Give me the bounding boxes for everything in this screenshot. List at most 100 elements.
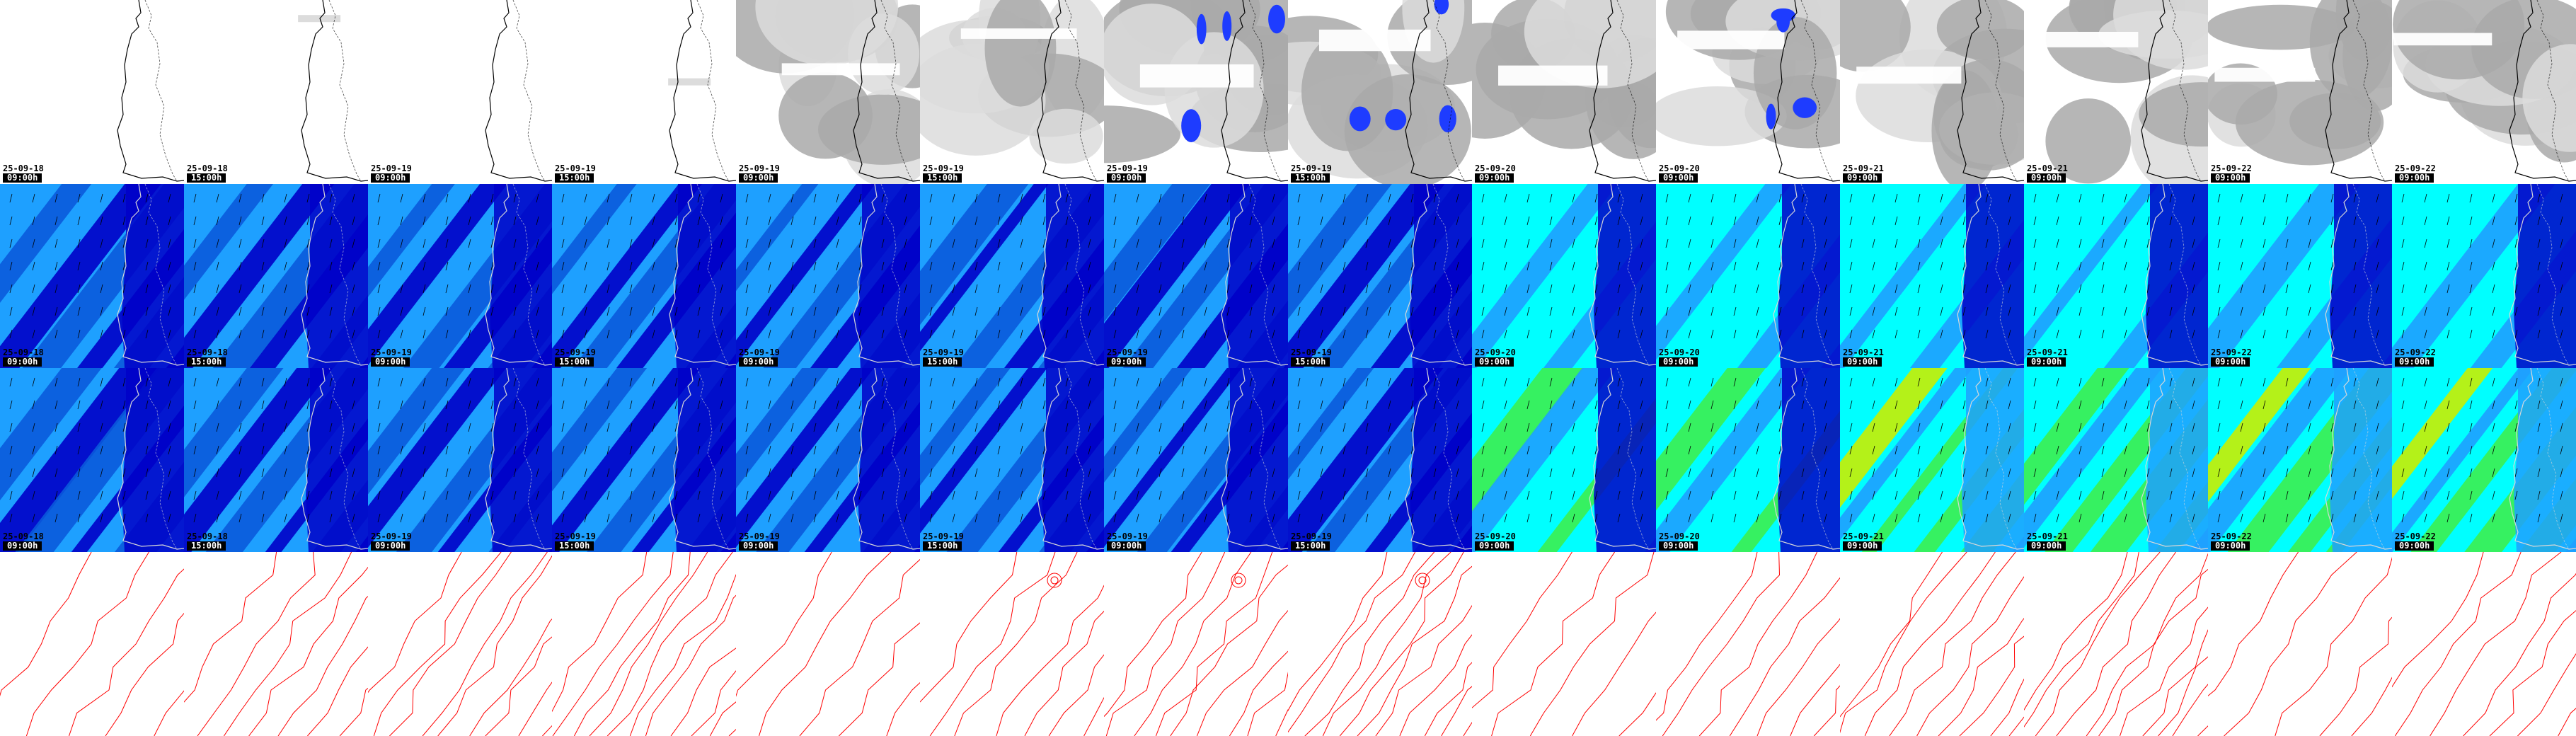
cloud-map-tile: 25-09-19 15:00h [552, 0, 736, 184]
cloud-map [1472, 0, 1656, 184]
forecast-time: 09:00h [1659, 541, 1698, 551]
wind-speed-map-tile: 25-09-19 15:00h [552, 184, 736, 368]
forecast-date: 25-09-20 [1659, 531, 1700, 541]
timestamp-label: 25-09-18 09:00h [3, 164, 44, 183]
forecast-time: 09:00h [3, 541, 42, 551]
forecast-time: 15:00h [1291, 173, 1330, 183]
pressure-map [2208, 552, 2392, 736]
timestamp-label: 25-09-21 09:00h [2027, 348, 2068, 367]
wind-gust-map [2208, 368, 2392, 552]
timestamp-label: 25-09-19 15:00h [555, 164, 596, 183]
wind-speed-map [552, 184, 736, 368]
wind-gust-map [368, 368, 552, 552]
forecast-time: 09:00h [1475, 173, 1514, 183]
timestamp-label: 25-09-21 09:00h [1843, 348, 1884, 367]
forecast-time: 09:00h [739, 173, 778, 183]
forecast-time: 09:00h [739, 541, 778, 551]
wind-gust-map [736, 368, 920, 552]
timestamp-label: 25-09-19 09:00h [371, 532, 412, 551]
wind-gust-map-tile: 25-09-22 09:00h [2392, 368, 2576, 552]
forecast-date: 25-09-19 [371, 163, 412, 173]
forecast-date: 25-09-19 [739, 163, 780, 173]
forecast-date: 25-09-18 [3, 347, 44, 357]
timestamp-label: 25-09-19 09:00h [739, 532, 780, 551]
cloud-map-tile: 25-09-22 09:00h [2392, 0, 2576, 184]
forecast-date: 25-09-21 [2027, 347, 2068, 357]
cloud-map-tile: 25-09-21 09:00h [2024, 0, 2208, 184]
pressure-map [1840, 552, 2024, 736]
wind-speed-map [184, 184, 368, 368]
forecast-date: 25-09-19 [1107, 531, 1148, 541]
forecast-time: 09:00h [2027, 541, 2066, 551]
wind-speed-map [1840, 184, 2024, 368]
wind-gust-map-tile: 25-09-18 09:00h [0, 368, 184, 552]
wind-gust-map [1288, 368, 1472, 552]
forecast-date: 25-09-19 [555, 531, 596, 541]
timestamp-label: 25-09-19 15:00h [555, 348, 596, 367]
forecast-time: 09:00h [1843, 173, 1882, 183]
pressure-map-tile [2392, 552, 2576, 736]
pressure-map [736, 552, 920, 736]
wind-gust-map [1104, 368, 1288, 552]
cloud-map [1104, 0, 1288, 184]
wind-speed-map [1288, 184, 1472, 368]
forecast-date: 25-09-20 [1475, 163, 1516, 173]
timestamp-label: 25-09-22 09:00h [2211, 164, 2252, 183]
wind-speed-map [920, 184, 1104, 368]
forecast-time: 09:00h [371, 357, 410, 367]
cloud-map-tile: 25-09-21 09:00h [1840, 0, 2024, 184]
forecast-time: 15:00h [187, 173, 226, 183]
wind-gust-map [2392, 368, 2576, 552]
wind-gust-map [1656, 368, 1840, 552]
pressure-map-tile [2208, 552, 2392, 736]
pressure-map [0, 552, 184, 736]
cloud-map-tile: 25-09-19 09:00h [1104, 0, 1288, 184]
wind-gust-map-tile: 25-09-20 09:00h [1656, 368, 1840, 552]
timestamp-label: 25-09-19 15:00h [555, 532, 596, 551]
forecast-time: 09:00h [2211, 541, 2250, 551]
timestamp-label: 25-09-21 09:00h [1843, 164, 1884, 183]
forecast-date: 25-09-19 [555, 163, 596, 173]
timestamp-label: 25-09-21 09:00h [2027, 532, 2068, 551]
wind-gust-map-tile: 25-09-19 09:00h [368, 368, 552, 552]
cloud-map [2208, 0, 2392, 184]
timestamp-label: 25-09-18 15:00h [187, 164, 228, 183]
forecast-time: 15:00h [187, 357, 226, 367]
cloud-map [1656, 0, 1840, 184]
wind-speed-map-tile: 25-09-19 15:00h [1288, 184, 1472, 368]
forecast-time: 09:00h [1475, 541, 1514, 551]
forecast-time: 09:00h [2027, 173, 2066, 183]
forecast-time: 15:00h [187, 541, 226, 551]
timestamp-label: 25-09-19 09:00h [1107, 164, 1148, 183]
forecast-date: 25-09-20 [1475, 531, 1516, 541]
wind-speed-map-tile: 25-09-20 09:00h [1656, 184, 1840, 368]
wind-speed-map-tile: 25-09-19 09:00h [1104, 184, 1288, 368]
cloud-map-tile: 25-09-19 09:00h [368, 0, 552, 184]
forecast-time: 15:00h [923, 541, 962, 551]
forecast-time: 09:00h [739, 357, 778, 367]
timestamp-label: 25-09-18 09:00h [3, 532, 44, 551]
forecast-time: 15:00h [1291, 357, 1330, 367]
forecast-date: 25-09-21 [2027, 531, 2068, 541]
pressure-map-tile [368, 552, 552, 736]
pressure-map-tile [1472, 552, 1656, 736]
forecast-date: 25-09-19 [923, 347, 964, 357]
forecast-date: 25-09-22 [2211, 531, 2252, 541]
forecast-time: 15:00h [923, 357, 962, 367]
wind-gust-map-tile: 25-09-22 09:00h [2208, 368, 2392, 552]
forecast-time: 09:00h [1659, 173, 1698, 183]
wind-speed-map [368, 184, 552, 368]
forecast-date: 25-09-18 [187, 347, 228, 357]
forecast-time: 09:00h [2211, 173, 2250, 183]
wind-gust-map [2024, 368, 2208, 552]
wind-speed-map-tile: 25-09-21 09:00h [1840, 184, 2024, 368]
forecast-time: 09:00h [371, 541, 410, 551]
wind-speed-map-tile: 25-09-19 15:00h [920, 184, 1104, 368]
pressure-map [368, 552, 552, 736]
forecast-time: 09:00h [2211, 357, 2250, 367]
forecast-time: 09:00h [2395, 173, 2434, 183]
wind-gust-map-tile: 25-09-21 09:00h [2024, 368, 2208, 552]
cloud-map-tile: 25-09-18 09:00h [0, 0, 184, 184]
wind-gust-map-tile: 25-09-19 15:00h [920, 368, 1104, 552]
